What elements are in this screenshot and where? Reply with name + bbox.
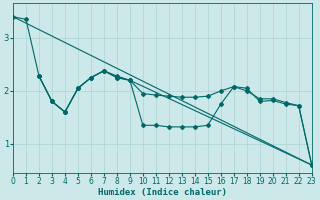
X-axis label: Humidex (Indice chaleur): Humidex (Indice chaleur) <box>98 188 227 197</box>
